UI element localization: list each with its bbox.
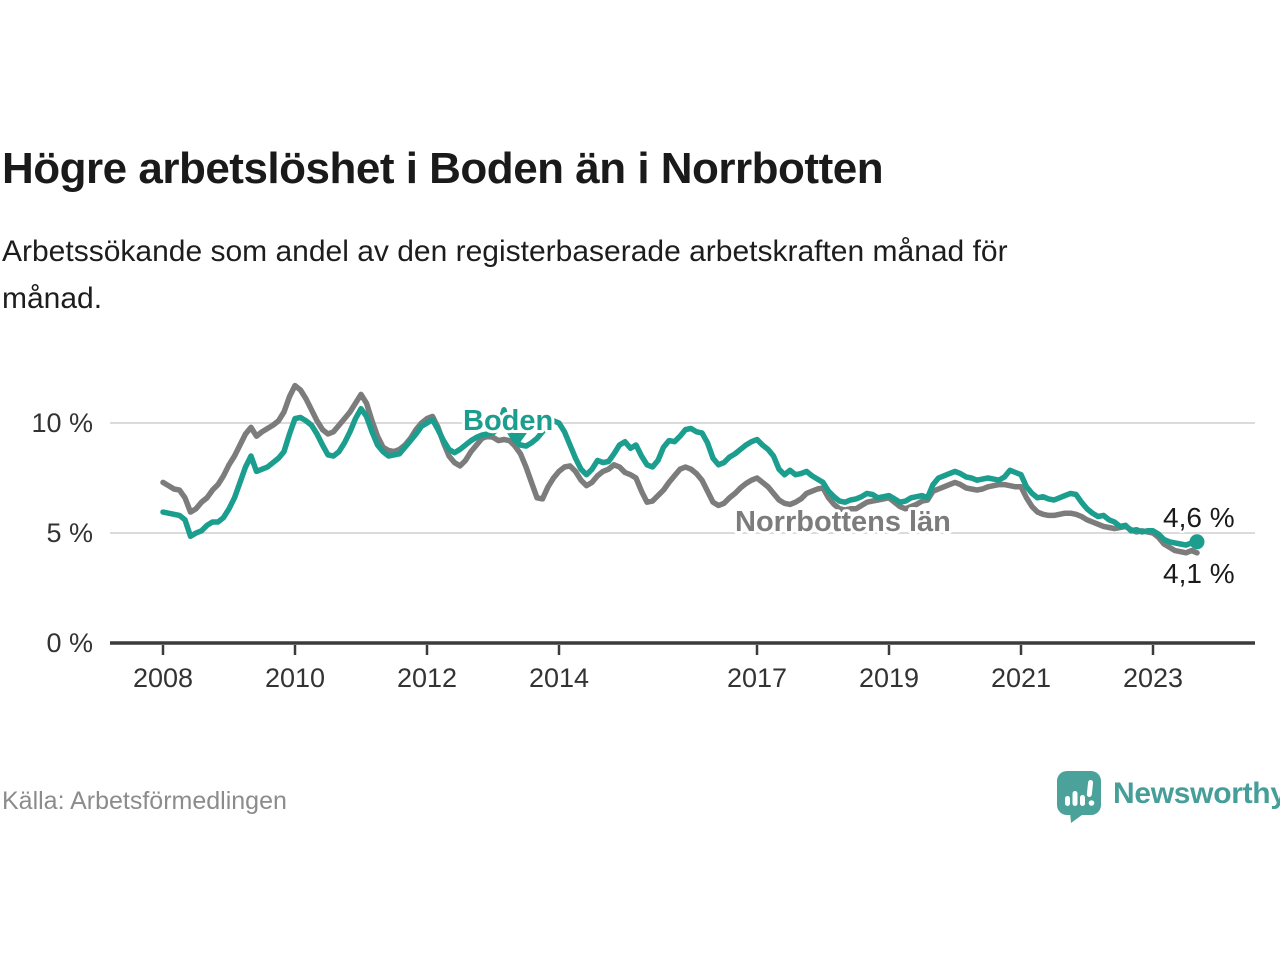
series-layer: [160, 382, 1205, 556]
chart-subtitle-line1: Arbetssökande som andel av den registerb…: [2, 235, 1008, 268]
newsworthy-logo-icon: [1057, 771, 1101, 823]
x-axis-label: 2017: [727, 663, 787, 693]
x-axis-label: 2012: [397, 663, 457, 693]
boden-label-arrow-icon: [511, 433, 527, 444]
x-axis-label: 2023: [1123, 663, 1183, 693]
series-end-dot: [1189, 534, 1205, 550]
series-line-boden: [160, 405, 1200, 548]
y-axis-label: 0 %: [46, 628, 93, 658]
page-title: Högre arbetslöshet i Boden än i Norrbott…: [2, 144, 884, 193]
newsworthy-brand: Newsworthy: [1056, 770, 1280, 824]
x-axis-label: 2010: [265, 663, 325, 693]
chart-subtitle-line2: månad.: [2, 282, 103, 315]
x-axis-label: 2019: [859, 663, 919, 693]
value-label-norrbotten: 4,1 %: [1163, 558, 1235, 589]
series-label-norrbotten: Norrbottens län: [735, 506, 951, 538]
axis-layer: 2008 2010 2012 2014 2017 2019 2021 2023: [110, 641, 1255, 693]
value-label-boden: 4,6 %: [1163, 502, 1235, 533]
source-text: Källa: Arbetsförmedlingen: [2, 787, 287, 815]
x-axis-label: 2014: [529, 663, 589, 693]
newsworthy-wordmark: Newsworthy: [1113, 777, 1280, 810]
grid-layer: 10 % 5 % 0 %: [31, 408, 1255, 658]
chart-subtitle: Arbetssökande som andel av den registerb…: [2, 228, 1008, 322]
x-axis-label: 2021: [991, 663, 1051, 693]
x-axis-label: 2008: [133, 663, 193, 693]
y-axis-label: 5 %: [46, 518, 93, 548]
series-line-norrbotten: [160, 382, 1200, 556]
series-label-boden: Boden: [463, 405, 553, 437]
y-axis-label: 10 %: [31, 408, 93, 438]
